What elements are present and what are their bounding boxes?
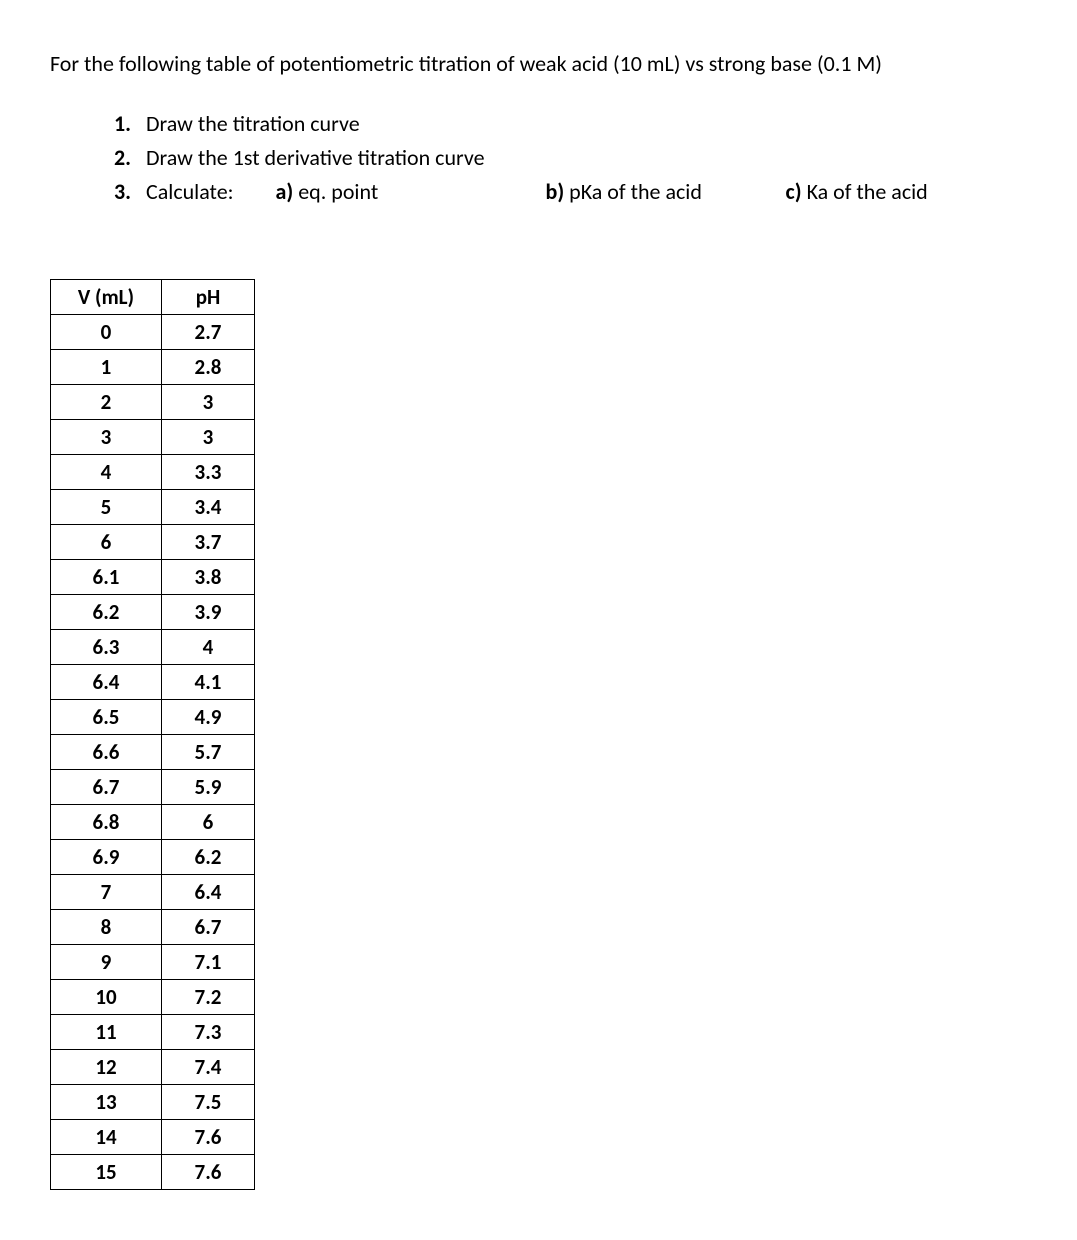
cell-ph: 7.1 xyxy=(162,944,255,979)
cell-volume: 6.5 xyxy=(51,699,162,734)
cell-volume: 1 xyxy=(51,349,162,384)
cell-ph: 7.6 xyxy=(162,1154,255,1189)
cell-volume: 4 xyxy=(51,454,162,489)
table-row: 6.65.7 xyxy=(51,734,255,769)
table-row: 53.4 xyxy=(51,489,255,524)
cell-volume: 15 xyxy=(51,1154,162,1189)
cell-ph: 3.8 xyxy=(162,559,255,594)
cell-ph: 6.7 xyxy=(162,909,255,944)
table-row: 97.1 xyxy=(51,944,255,979)
cell-volume: 13 xyxy=(51,1084,162,1119)
page: For the following table of potentiometri… xyxy=(0,0,1077,1240)
table-row: 43.3 xyxy=(51,454,255,489)
cell-volume: 6.7 xyxy=(51,769,162,804)
cell-ph: 3.7 xyxy=(162,524,255,559)
cell-ph: 4.1 xyxy=(162,664,255,699)
cell-ph: 3.9 xyxy=(162,594,255,629)
table-row: 157.6 xyxy=(51,1154,255,1189)
cell-ph: 6.4 xyxy=(162,874,255,909)
titration-table: V (mL) pH 02.712.8233343.353.463.76.13.8… xyxy=(50,279,255,1190)
task-item-1: Draw the titration curve xyxy=(136,107,1027,141)
cell-ph: 3 xyxy=(162,384,255,419)
cell-volume: 10 xyxy=(51,979,162,1014)
table-row: 02.7 xyxy=(51,314,255,349)
col-header-ph: pH xyxy=(162,279,255,314)
cell-ph: 7.2 xyxy=(162,979,255,1014)
part-c-key: c) xyxy=(786,178,802,205)
cell-volume: 6.8 xyxy=(51,804,162,839)
cell-volume: 9 xyxy=(51,944,162,979)
cell-volume: 5 xyxy=(51,489,162,524)
table-body: 02.712.8233343.353.463.76.13.86.23.96.34… xyxy=(51,314,255,1189)
cell-volume: 6.4 xyxy=(51,664,162,699)
table-row: 6.13.8 xyxy=(51,559,255,594)
part-a-key: a) xyxy=(276,178,294,205)
cell-volume: 8 xyxy=(51,909,162,944)
cell-ph: 7.6 xyxy=(162,1119,255,1154)
table-row: 33 xyxy=(51,419,255,454)
part-a-text: eq. point xyxy=(293,178,378,205)
table-row: 23 xyxy=(51,384,255,419)
part-b-key: b) xyxy=(546,178,565,205)
cell-volume: 7 xyxy=(51,874,162,909)
intro-text: For the following table of potentiometri… xyxy=(50,50,1027,79)
cell-ph: 6 xyxy=(162,804,255,839)
cell-volume: 11 xyxy=(51,1014,162,1049)
part-c: c) Ka of the acid xyxy=(786,175,928,209)
cell-volume: 0 xyxy=(51,314,162,349)
task-item-3: Calculate: a) eq. point b) pKa of the ac… xyxy=(136,175,1027,209)
table-row: 6.96.2 xyxy=(51,839,255,874)
table-row: 76.4 xyxy=(51,874,255,909)
table-row: 127.4 xyxy=(51,1049,255,1084)
part-a: a) eq. point xyxy=(276,175,546,209)
cell-ph: 6.2 xyxy=(162,839,255,874)
cell-volume: 6.2 xyxy=(51,594,162,629)
task-2-text: Draw the 1st derivative titration curve xyxy=(146,144,485,171)
table-row: 6.86 xyxy=(51,804,255,839)
part-b-text: pKa of the acid xyxy=(564,178,702,205)
cell-ph: 5.7 xyxy=(162,734,255,769)
cell-ph: 3.4 xyxy=(162,489,255,524)
cell-volume: 6.6 xyxy=(51,734,162,769)
table-row: 147.6 xyxy=(51,1119,255,1154)
cell-ph: 7.5 xyxy=(162,1084,255,1119)
table-row: 6.54.9 xyxy=(51,699,255,734)
cell-ph: 7.3 xyxy=(162,1014,255,1049)
cell-volume: 6.3 xyxy=(51,629,162,664)
cell-ph: 2.8 xyxy=(162,349,255,384)
col-header-volume: V (mL) xyxy=(51,279,162,314)
cell-ph: 3.3 xyxy=(162,454,255,489)
cell-ph: 2.7 xyxy=(162,314,255,349)
cell-volume: 14 xyxy=(51,1119,162,1154)
table-row: 6.75.9 xyxy=(51,769,255,804)
cell-volume: 2 xyxy=(51,384,162,419)
cell-volume: 12 xyxy=(51,1049,162,1084)
table-row: 107.2 xyxy=(51,979,255,1014)
task-1-text: Draw the titration curve xyxy=(146,110,360,137)
task-item-2: Draw the 1st derivative titration curve xyxy=(136,141,1027,175)
table-row: 6.23.9 xyxy=(51,594,255,629)
table-header-row: V (mL) pH xyxy=(51,279,255,314)
part-c-text: Ka of the acid xyxy=(802,178,928,205)
cell-volume: 3 xyxy=(51,419,162,454)
calc-parts: a) eq. point b) pKa of the acid c) Ka of… xyxy=(234,175,1004,209)
cell-ph: 3 xyxy=(162,419,255,454)
cell-volume: 6.9 xyxy=(51,839,162,874)
table-row: 6.44.1 xyxy=(51,664,255,699)
task-3-label: Calculate: xyxy=(146,175,234,209)
table-row: 6.34 xyxy=(51,629,255,664)
table-row: 63.7 xyxy=(51,524,255,559)
task-list: Draw the titration curve Draw the 1st de… xyxy=(50,107,1027,209)
cell-ph: 5.9 xyxy=(162,769,255,804)
table-row: 117.3 xyxy=(51,1014,255,1049)
cell-volume: 6 xyxy=(51,524,162,559)
cell-ph: 7.4 xyxy=(162,1049,255,1084)
table-row: 86.7 xyxy=(51,909,255,944)
table-row: 137.5 xyxy=(51,1084,255,1119)
table-row: 12.8 xyxy=(51,349,255,384)
part-b: b) pKa of the acid xyxy=(546,175,786,209)
cell-volume: 6.1 xyxy=(51,559,162,594)
cell-ph: 4.9 xyxy=(162,699,255,734)
cell-ph: 4 xyxy=(162,629,255,664)
